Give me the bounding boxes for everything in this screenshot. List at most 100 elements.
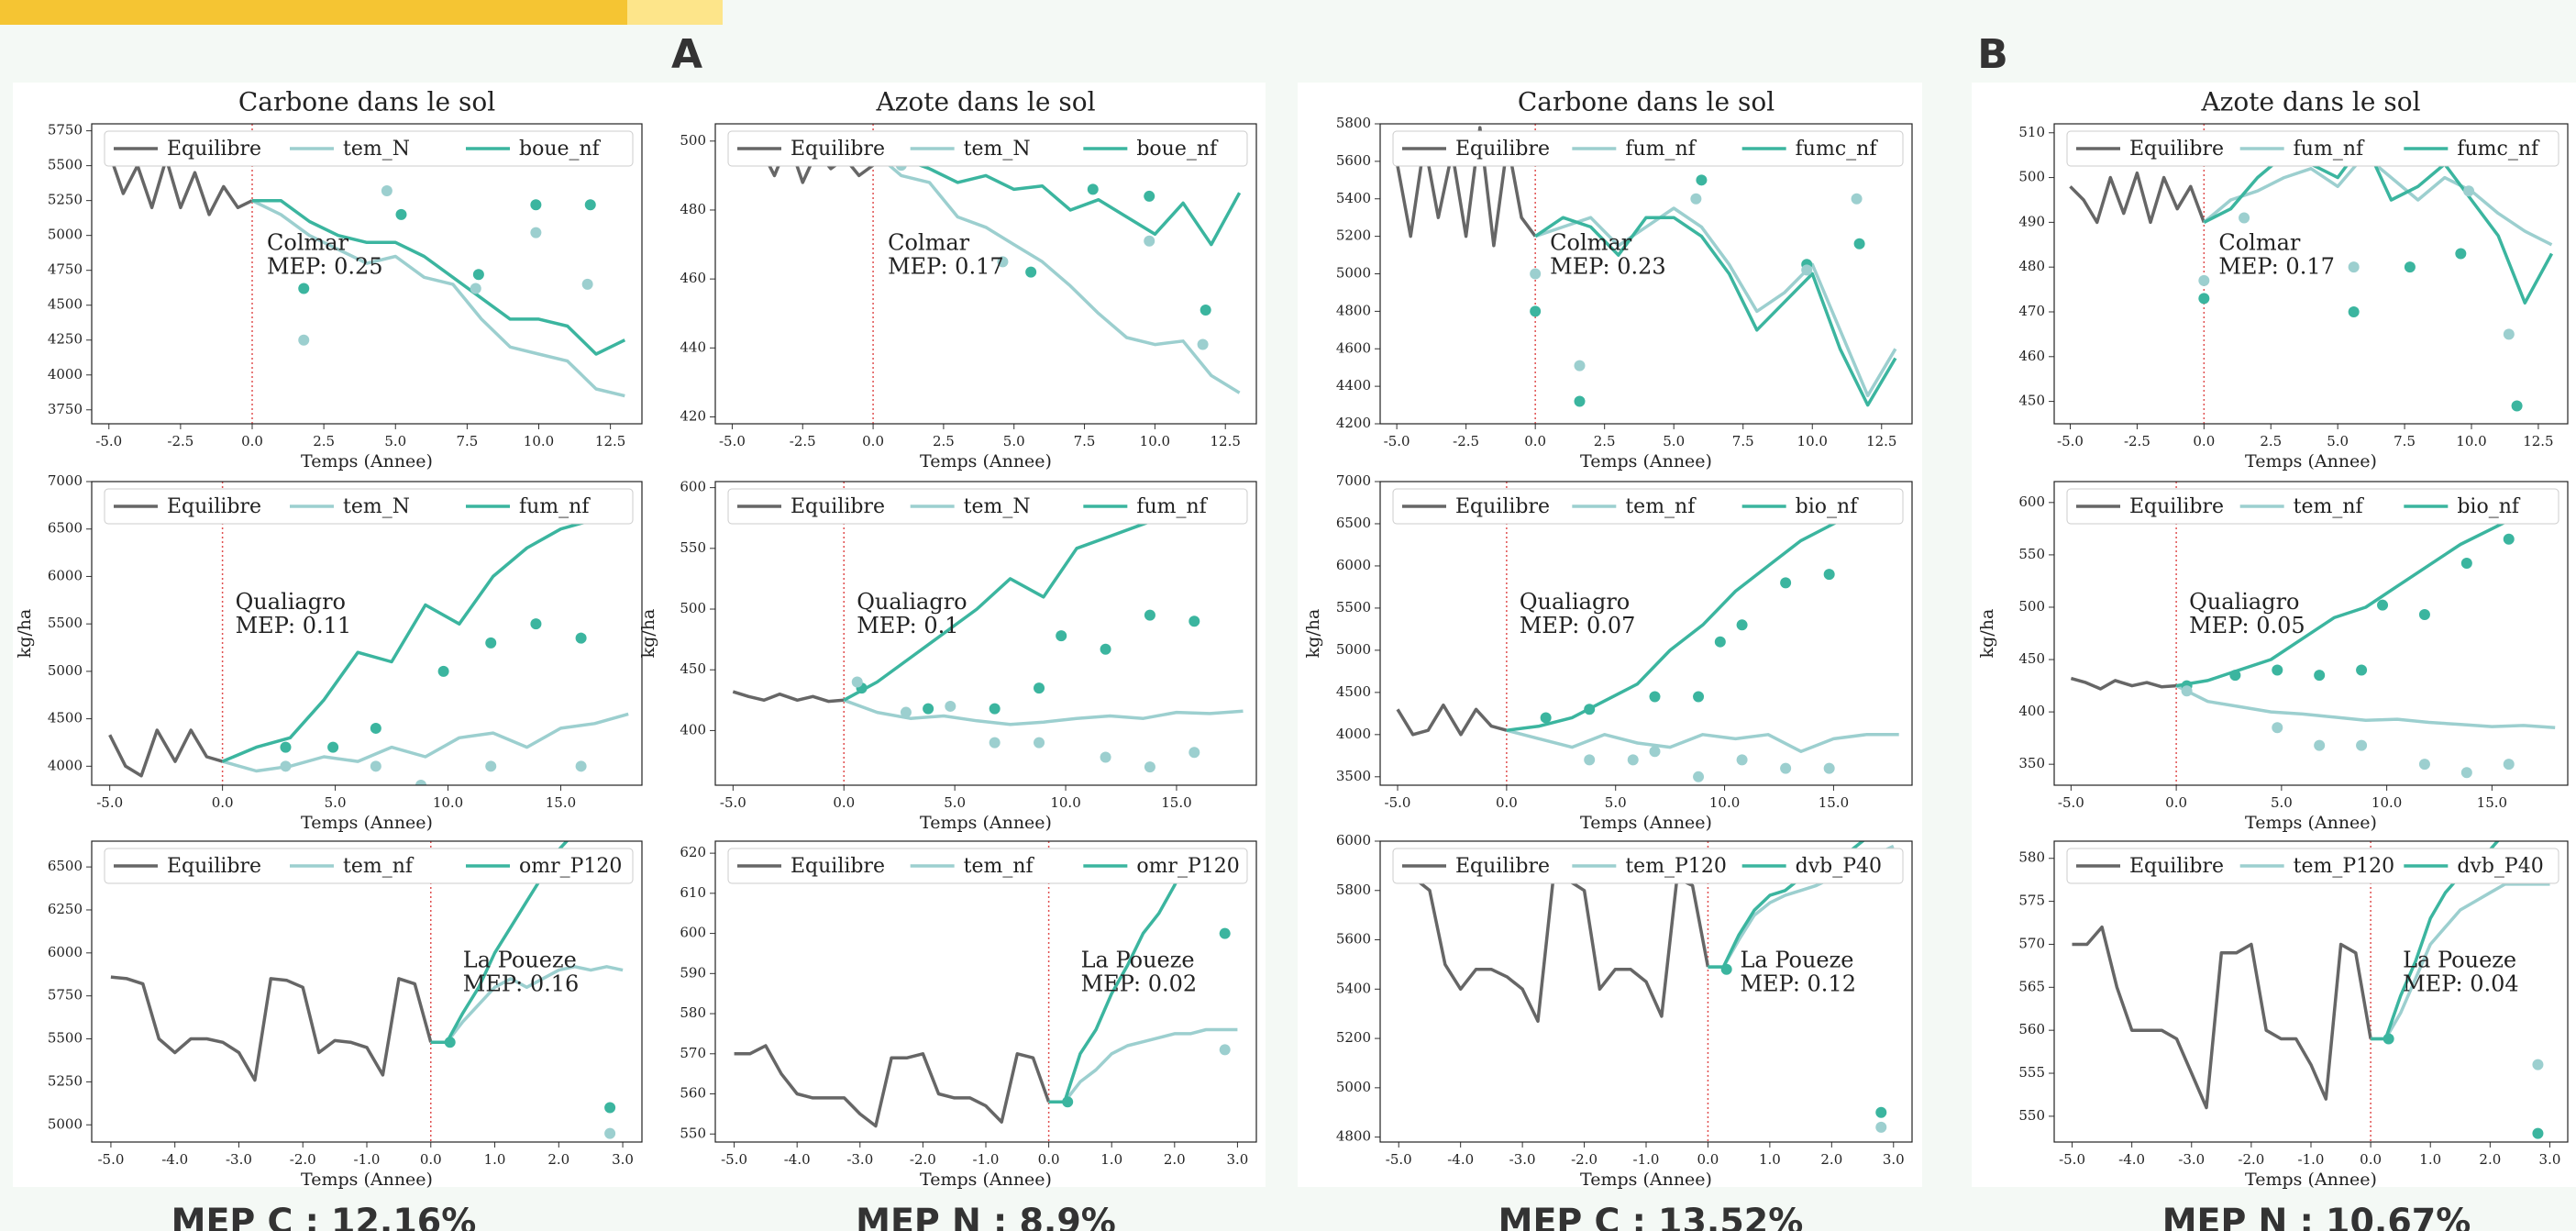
series-line — [2371, 882, 2550, 1041]
chart: -5.0 0.0 5.0 10.0 15.0 350 400 450 500 550 600 Temp… — [1977, 481, 2569, 833]
x-tick-label: 3.0 — [2539, 1151, 2561, 1168]
y-tick-label: 610 — [680, 884, 706, 901]
x-tick-label: 12.5 — [1210, 433, 1240, 449]
legend-box — [727, 488, 1248, 525]
series-line — [843, 698, 1244, 726]
observation-point — [923, 703, 934, 715]
annotation: Colmar — [888, 229, 970, 255]
observation-point — [1801, 264, 1813, 276]
y-tick-label: 5600 — [1336, 152, 1371, 169]
observation-point — [415, 780, 427, 785]
observation-point — [1649, 691, 1661, 703]
x-axis-label: Temps (Annee) — [920, 451, 1052, 471]
x-tick-label: 5.0 — [2271, 794, 2293, 811]
axes-frame — [2053, 123, 2569, 425]
x-tick-label: 0.0 — [1697, 1151, 1719, 1168]
observation-point — [1219, 927, 1231, 939]
x-tick-label: 5.0 — [325, 794, 347, 811]
observation-point — [1736, 754, 1748, 766]
x-tick-label: 1.0 — [1759, 1151, 1781, 1168]
y-tick-label: 575 — [2018, 893, 2045, 909]
observation-point — [370, 722, 381, 734]
observation-point — [1693, 691, 1705, 703]
series-line — [1048, 852, 1192, 1104]
x-tick-label: 10.0 — [1050, 794, 1080, 811]
x-tick-label: 1.0 — [484, 1151, 506, 1168]
y-tick-label: 565 — [2018, 978, 2045, 994]
observation-point — [2181, 685, 2193, 697]
x-tick-label: -2.0 — [1571, 1151, 1598, 1168]
x-tick-label: 10.0 — [524, 433, 554, 449]
x-tick-label: 3.0 — [1883, 1151, 1905, 1168]
y-tick-label: 600 — [680, 479, 706, 495]
chart: -5.0 -4.0 -3.0 -2.0 -1.0 0.0 1.0 2.0 3.0 550 560 57… — [680, 840, 1257, 1190]
axes-frame — [714, 123, 1257, 425]
annotation: La Poueze — [1081, 948, 1195, 973]
observation-point — [485, 637, 497, 649]
observation-point — [2503, 328, 2515, 340]
annotation: MEP: 0.07 — [1520, 613, 1636, 638]
legend-box — [2066, 488, 2559, 525]
y-axis-label: kg/ha — [638, 609, 658, 659]
x-tick-label: 15.0 — [546, 794, 576, 811]
caption: MEP N : 10.67% — [2162, 1202, 2471, 1231]
observation-point — [1853, 238, 1865, 250]
axes-frame — [2053, 481, 2569, 786]
observation-point — [575, 632, 587, 644]
y-tick-label: 6000 — [1336, 557, 1371, 573]
y-tick-label: 570 — [2018, 935, 2045, 951]
observation-point — [444, 1037, 456, 1048]
series-line — [872, 150, 1242, 247]
plot-area — [734, 841, 1238, 1142]
observation-point — [2314, 670, 2326, 682]
x-tick-label: 12.5 — [595, 433, 625, 449]
observation-point — [1584, 704, 1596, 715]
x-tick-label: -3.0 — [226, 1151, 252, 1168]
y-tick-label: 560 — [680, 1085, 706, 1102]
legend-label: tem_P120 — [2294, 855, 2395, 878]
observation-point — [1627, 754, 1639, 766]
x-tick-label: 0.0 — [241, 433, 263, 449]
plot-area — [1395, 124, 1897, 424]
annotation: MEP: 0.16 — [463, 971, 580, 997]
observation-point — [2198, 293, 2210, 305]
x-tick-label: 0.0 — [420, 1151, 442, 1168]
legend-label: bio_nf — [2457, 495, 2521, 518]
legend-box — [2066, 130, 2559, 167]
y-tick-label: 5000 — [1336, 265, 1371, 282]
plot-area — [110, 841, 624, 1142]
legend-label: tem_N — [964, 138, 1031, 161]
observation-point — [2314, 739, 2326, 751]
legend-label: Equilibre — [1455, 138, 1550, 161]
observation-point — [280, 760, 292, 772]
y-tick-label: 5500 — [1336, 599, 1371, 616]
observation-point — [1144, 761, 1155, 773]
observation-point — [604, 1102, 616, 1114]
plot-area — [107, 124, 626, 424]
chart: -5.0 -4.0 -3.0 -2.0 -1.0 0.0 1.0 2.0 3.0 4800 5000… — [1336, 832, 1913, 1190]
observation-point — [1780, 762, 1792, 774]
annotation: Qualiagro — [2189, 589, 2299, 615]
observation-point — [327, 741, 339, 753]
chart: -5.0 0.0 5.0 10.0 15.0 4000 4500 5000 5500 6000 65… — [15, 472, 643, 833]
observation-point — [584, 199, 596, 211]
x-axis-label: Temps (Annee) — [920, 813, 1052, 833]
series-line — [1506, 728, 1899, 753]
observation-point — [1087, 183, 1099, 195]
observation-point — [1823, 762, 1835, 774]
observation-point — [1188, 616, 1200, 627]
series-line — [1534, 216, 1897, 407]
y-tick-label: 6000 — [48, 944, 83, 960]
x-tick-label: -5.0 — [1385, 794, 1411, 811]
legend-label: Equilibre — [790, 855, 885, 878]
legend-label: Equilibre — [167, 138, 261, 161]
series-line — [110, 975, 433, 1082]
x-tick-label: -4.0 — [2118, 1151, 2145, 1168]
x-tick-label: 2.0 — [1164, 1151, 1186, 1168]
axes-frame — [2053, 840, 2569, 1143]
x-tick-label: 7.5 — [1732, 433, 1754, 449]
x-tick-label: 15.0 — [2477, 794, 2507, 811]
y-tick-label: 490 — [2018, 213, 2045, 229]
